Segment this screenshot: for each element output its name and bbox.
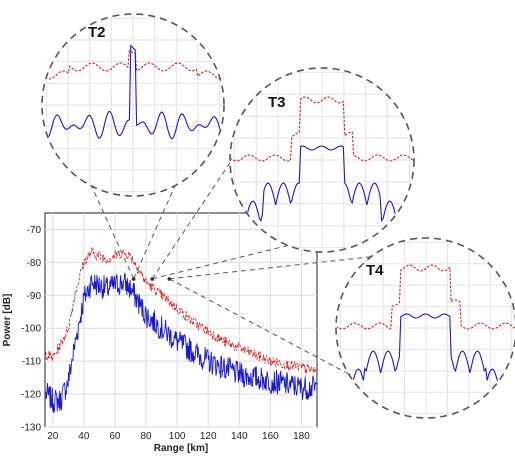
zoom-label: T2: [88, 24, 106, 41]
x-tick-labels: 20 40 60 80 100 120 140 160 180: [47, 431, 310, 442]
zoom-trace-blue: [337, 313, 515, 392]
plot-area: [44, 212, 318, 428]
zoom-target-marker: [131, 276, 136, 281]
main-plot: 20 40 60 80 100 120 140 160 180 -70 -80 -90 -100 -11…: [2, 212, 318, 454]
y-tick-label: -100: [21, 324, 41, 335]
zoom-target-marker: [150, 276, 155, 281]
zoom-trace-blue: [231, 145, 413, 224]
x-tick-label: 180: [293, 431, 310, 442]
x-tick-label: 160: [262, 431, 279, 442]
x-tick-label: 60: [109, 431, 121, 442]
zoom-inset-t3: T3: [229, 67, 415, 253]
y-tick-label: -130: [21, 423, 41, 434]
x-axis-label: Range [km]: [154, 443, 208, 454]
series-layer: [45, 246, 318, 414]
zoom-target-marker: [167, 276, 172, 281]
y-tick-labels: -70 -80 -90 -100 -110 -120 -130: [21, 225, 41, 434]
zoom-border: [41, 13, 225, 197]
zoom-inset-t2: T2: [41, 13, 225, 197]
zoom-label: T4: [366, 262, 384, 279]
series-line-blue: [45, 272, 318, 414]
zoom-trace-red: [43, 49, 223, 80]
x-tick-label: 120: [200, 431, 217, 442]
x-tick-label: 140: [231, 431, 248, 442]
y-tick-label: -110: [22, 357, 42, 368]
zoom-border: [335, 237, 515, 419]
x-tick-label: 20: [47, 431, 59, 442]
zoom-trace-blue: [43, 44, 223, 140]
zoom-trace-red: [337, 264, 515, 330]
y-axis-label: Power [dB]: [2, 294, 13, 347]
y-tick-label: -70: [27, 225, 42, 236]
y-tick-label: -120: [21, 390, 41, 401]
series-line-red: [45, 246, 318, 374]
x-tick-label: 40: [78, 431, 90, 442]
zoom-trace-red: [231, 96, 413, 162]
y-tick-label: -90: [27, 291, 42, 302]
x-tick-label: 100: [169, 431, 186, 442]
x-tick-label: 80: [140, 431, 152, 442]
y-tick-label: -80: [27, 258, 42, 269]
zoom-label: T3: [268, 94, 286, 111]
zoom-inset-t4: T4: [335, 237, 515, 419]
zoom-border: [229, 67, 415, 253]
